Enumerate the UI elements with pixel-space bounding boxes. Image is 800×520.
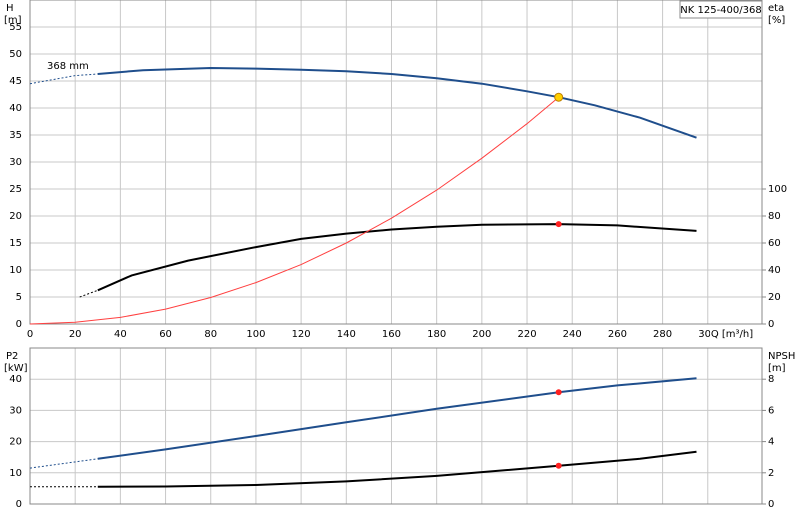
x-tick-label: 40 bbox=[114, 329, 127, 340]
y-axis-unit: [m] bbox=[4, 15, 22, 26]
x-tick-label: 260 bbox=[608, 329, 627, 340]
x-tick-label: 20 bbox=[69, 329, 82, 340]
curve-extrapolated bbox=[79, 289, 98, 298]
curve-extrapolated bbox=[29, 458, 98, 469]
plot-frame bbox=[29, 0, 763, 325]
plot-frame bbox=[29, 347, 763, 505]
x-tick-label: 100 bbox=[246, 329, 265, 340]
x-tick-label: 60 bbox=[159, 329, 172, 340]
x-tick-label: 160 bbox=[382, 329, 401, 340]
y2-axis-label: NPSH bbox=[768, 351, 795, 362]
y-axis-label: P2 bbox=[6, 351, 18, 362]
y2-tick-label: 0 bbox=[768, 319, 774, 330]
y2-tick-label: 6 bbox=[768, 405, 774, 416]
curve bbox=[29, 96, 560, 325]
y-tick-label: 20 bbox=[9, 211, 22, 222]
curve-extrapolated bbox=[29, 73, 98, 85]
x-tick-label: 220 bbox=[517, 329, 536, 340]
y-tick-label: 10 bbox=[9, 468, 22, 479]
title-box bbox=[679, 0, 763, 19]
y2-tick-label: 8 bbox=[768, 374, 774, 385]
y-tick-label: 5 bbox=[16, 292, 22, 303]
x-tick-label: 280 bbox=[653, 329, 672, 340]
x-tick-label: 120 bbox=[292, 329, 311, 340]
y-tick-label: 55 bbox=[9, 22, 22, 33]
curve bbox=[97, 66, 697, 139]
curve bbox=[97, 377, 697, 460]
y-tick-label: 30 bbox=[9, 405, 22, 416]
y-tick-label: 15 bbox=[9, 238, 22, 249]
y-tick-label: 25 bbox=[9, 184, 22, 195]
x-axis-label: Q [m³/h] bbox=[711, 329, 753, 340]
y2-axis-unit: [m] bbox=[768, 363, 786, 374]
x-tick-label: 0 bbox=[27, 329, 33, 340]
y2-tick-label: 20 bbox=[768, 292, 781, 303]
y-tick-label: 0 bbox=[16, 319, 22, 330]
y-tick-label: 45 bbox=[9, 76, 22, 87]
duty-point bbox=[554, 92, 564, 102]
y-axis-label: H bbox=[6, 3, 14, 14]
curve bbox=[97, 223, 697, 292]
duty-point bbox=[555, 389, 562, 396]
y2-tick-label: 100 bbox=[768, 184, 787, 195]
y2-tick-label: 60 bbox=[768, 238, 781, 249]
x-tick-label: 140 bbox=[337, 329, 356, 340]
x-tick-label: 180 bbox=[427, 329, 446, 340]
y-tick-label: 10 bbox=[9, 265, 22, 276]
y-tick-label: 40 bbox=[9, 374, 22, 385]
y2-tick-label: 2 bbox=[768, 468, 774, 479]
y-tick-label: 0 bbox=[16, 499, 22, 510]
y2-tick-label: 40 bbox=[768, 265, 781, 276]
y-tick-label: 30 bbox=[9, 157, 22, 168]
curve bbox=[97, 450, 697, 488]
y2-tick-label: 0 bbox=[768, 499, 774, 510]
x-tick-label: 300 bbox=[698, 329, 717, 340]
y-tick-label: 50 bbox=[9, 49, 22, 60]
y-tick-label: 40 bbox=[9, 103, 22, 114]
y2-tick-label: 4 bbox=[768, 437, 774, 448]
duty-point bbox=[555, 462, 562, 469]
y-axis-unit: [kW] bbox=[4, 363, 28, 374]
y-tick-label: 20 bbox=[9, 437, 22, 448]
annotation: 368 mm bbox=[47, 61, 89, 72]
y-tick-label: 35 bbox=[9, 130, 22, 141]
x-tick-label: 80 bbox=[204, 329, 217, 340]
x-tick-label: 240 bbox=[563, 329, 582, 340]
duty-point bbox=[555, 221, 562, 228]
y2-axis-label: eta bbox=[768, 3, 784, 14]
y2-axis-unit: [%] bbox=[768, 15, 785, 26]
x-tick-label: 200 bbox=[472, 329, 491, 340]
chart-title: NK 125-400/368 bbox=[680, 5, 761, 16]
y2-tick-label: 80 bbox=[768, 211, 781, 222]
